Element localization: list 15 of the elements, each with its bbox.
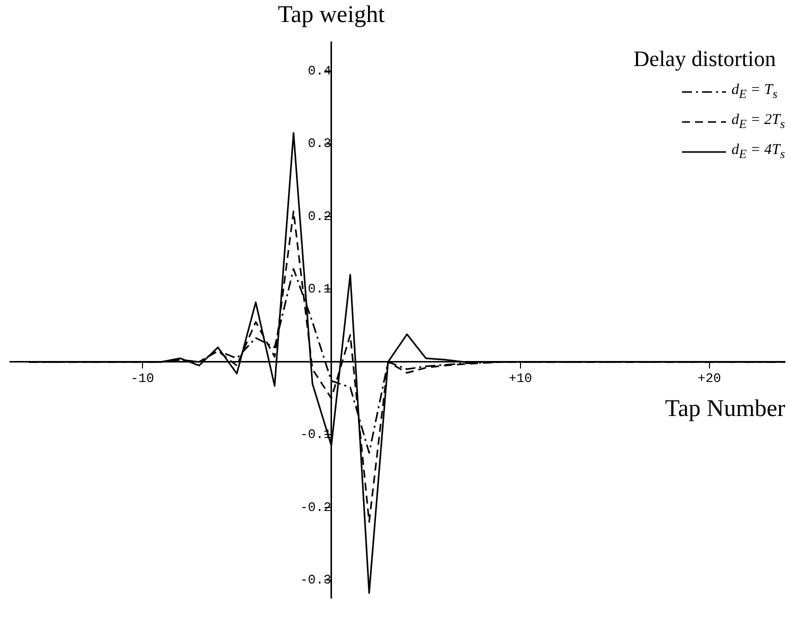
y-tick-label: -0.3 — [300, 572, 332, 588]
x-axis-title: Tap Number — [665, 396, 786, 423]
legend-label: d$_{E}$ = 4T$_{s}$ — [732, 142, 785, 162]
y-tick-label: 0.2 — [308, 208, 332, 224]
x-tick-label: +10 — [508, 371, 532, 386]
legend-title: Delay distortion — [634, 46, 777, 72]
y-tick-label: 0.4 — [308, 64, 332, 79]
x-tick-label: +20 — [698, 371, 722, 386]
x-tick-label: -10 — [130, 371, 154, 386]
y-tick-label: 0.3 — [308, 136, 332, 152]
legend-label: d$_{E}$ = 2T$_{s}$ — [732, 112, 785, 132]
y-tick-label: 0.1 — [308, 282, 332, 297]
legend-label: d$_{E}$ = T$_{s}$ — [732, 82, 778, 102]
y-axis-title: Tap weight — [278, 2, 385, 29]
y-tick-label: -0.2 — [300, 500, 332, 515]
